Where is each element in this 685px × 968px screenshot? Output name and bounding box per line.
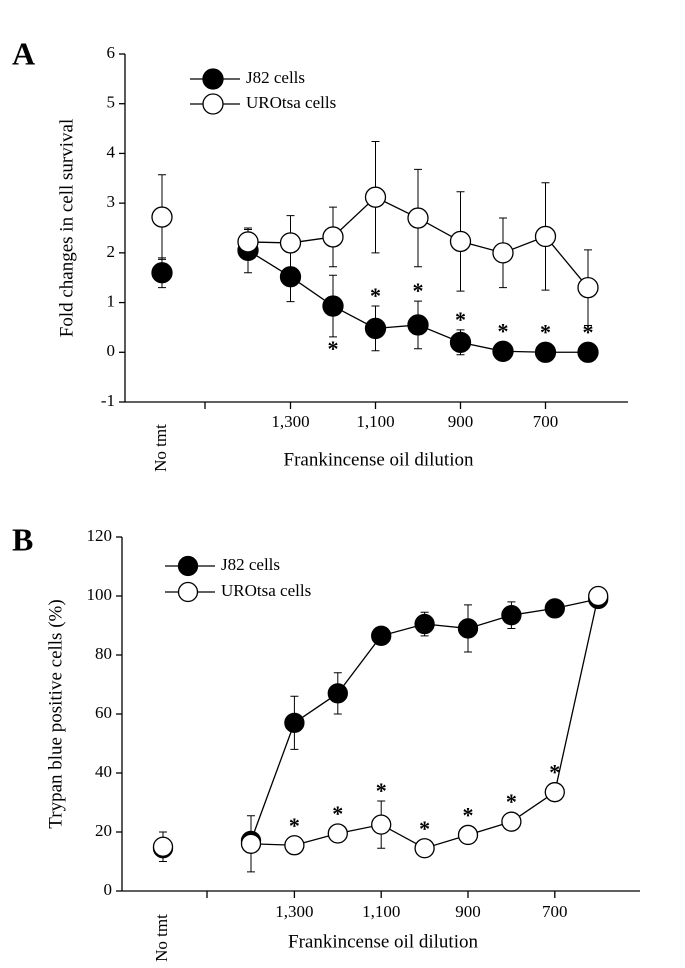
legend-marker bbox=[177, 555, 199, 577]
data-point bbox=[457, 618, 479, 639]
y-tick-label: 60 bbox=[95, 703, 112, 722]
legend-label: UROtsa cells bbox=[246, 93, 336, 112]
data-point bbox=[544, 598, 565, 619]
legend-label: J82 cells bbox=[246, 68, 305, 87]
significance-mark: * bbox=[463, 802, 474, 827]
data-point bbox=[577, 341, 599, 363]
x-axis-title: Frankincense oil dilution bbox=[284, 449, 474, 470]
x-axis-title: Frankincense oil dilution bbox=[288, 931, 478, 952]
y-tick-label: 1 bbox=[107, 291, 116, 310]
legend-marker bbox=[202, 93, 224, 115]
panel-label: A bbox=[12, 35, 35, 71]
significance-mark: * bbox=[370, 283, 381, 308]
data-point bbox=[151, 206, 173, 228]
legend-marker bbox=[202, 68, 224, 90]
data-point bbox=[279, 232, 302, 254]
y-tick-label: 100 bbox=[87, 585, 113, 604]
data-point bbox=[577, 277, 599, 299]
y-tick-label: 20 bbox=[95, 821, 112, 840]
data-point bbox=[501, 605, 522, 626]
x-tick-label: 1,300 bbox=[271, 412, 309, 431]
significance-mark: * bbox=[413, 278, 424, 303]
data-point bbox=[414, 613, 435, 635]
x-tick-label: 700 bbox=[533, 412, 559, 431]
x-tick-label: 1,300 bbox=[275, 902, 313, 921]
significance-mark: * bbox=[376, 778, 387, 803]
x-tick-label: No tmt bbox=[152, 914, 171, 962]
significance-mark: * bbox=[506, 789, 517, 814]
data-point bbox=[588, 585, 609, 607]
data-point bbox=[322, 226, 344, 248]
significance-mark: * bbox=[289, 813, 300, 838]
data-point bbox=[492, 242, 514, 264]
x-tick-label: 1,100 bbox=[356, 412, 394, 431]
significance-mark: * bbox=[549, 760, 560, 785]
data-point bbox=[151, 262, 173, 284]
data-point bbox=[457, 824, 479, 846]
data-point bbox=[237, 231, 259, 253]
x-tick-label: 1,100 bbox=[362, 902, 400, 921]
y-tick-label: 5 bbox=[107, 93, 116, 112]
panel-label: B bbox=[12, 521, 33, 557]
data-point bbox=[371, 814, 392, 835]
y-tick-label: 40 bbox=[95, 762, 112, 781]
data-point bbox=[414, 838, 435, 859]
y-tick-label: -1 bbox=[101, 391, 115, 410]
data-point bbox=[544, 782, 565, 803]
data-point bbox=[284, 835, 305, 856]
y-tick-label: 0 bbox=[104, 880, 113, 899]
significance-mark: * bbox=[419, 816, 430, 841]
data-point bbox=[449, 230, 472, 253]
x-tick-label: 900 bbox=[448, 412, 474, 431]
data-point bbox=[322, 295, 344, 317]
significance-mark: * bbox=[498, 318, 509, 343]
data-point bbox=[407, 314, 429, 336]
y-axis-title: Trypan blue positive cells (%) bbox=[45, 599, 66, 828]
y-tick-label: 120 bbox=[87, 526, 113, 545]
data-point bbox=[534, 341, 557, 363]
data-point bbox=[371, 625, 392, 646]
data-point bbox=[327, 823, 348, 844]
significance-mark: * bbox=[328, 336, 339, 361]
data-point bbox=[279, 266, 302, 288]
data-point bbox=[534, 225, 557, 248]
y-tick-label: 0 bbox=[107, 341, 116, 360]
legend-label: J82 cells bbox=[221, 555, 280, 574]
data-point bbox=[364, 317, 387, 340]
data-point bbox=[152, 836, 174, 857]
y-tick-label: 80 bbox=[95, 644, 112, 663]
y-axis-title: Fold changes in cell survival bbox=[56, 119, 77, 337]
x-tick-label: No tmt bbox=[151, 424, 170, 472]
significance-mark: * bbox=[332, 801, 343, 826]
data-point bbox=[449, 331, 472, 353]
significance-mark: * bbox=[583, 319, 594, 344]
y-tick-label: 3 bbox=[107, 192, 116, 211]
y-tick-label: 6 bbox=[107, 43, 116, 62]
data-point bbox=[284, 712, 305, 733]
data-point bbox=[501, 811, 522, 832]
data-point bbox=[407, 207, 429, 229]
y-tick-label: 2 bbox=[107, 242, 116, 261]
data-point bbox=[327, 683, 348, 704]
data-point bbox=[492, 340, 514, 362]
legend-label: UROtsa cells bbox=[221, 581, 311, 600]
x-tick-label: 900 bbox=[455, 902, 481, 921]
significance-mark: * bbox=[455, 307, 466, 332]
data-point bbox=[364, 186, 387, 208]
significance-mark: * bbox=[540, 319, 551, 344]
legend-marker bbox=[177, 581, 199, 603]
x-tick-label: 700 bbox=[542, 902, 568, 921]
y-tick-label: 4 bbox=[107, 142, 116, 161]
data-point bbox=[240, 833, 262, 854]
